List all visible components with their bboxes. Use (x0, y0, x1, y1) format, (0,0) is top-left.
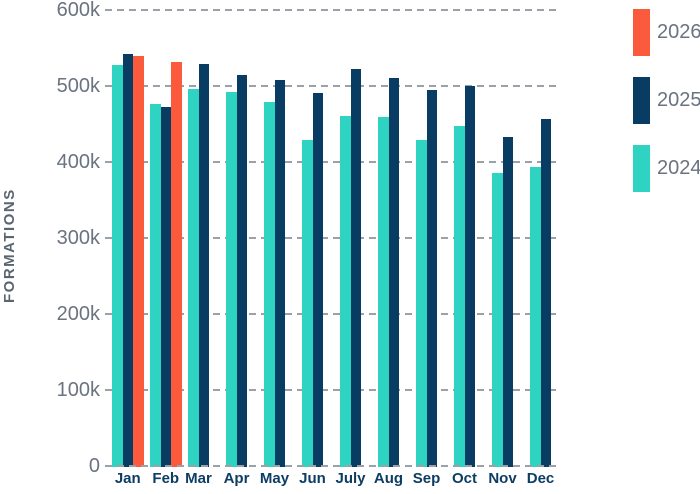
bar-2024-oct[interactable] (454, 125, 465, 467)
legend: 2026 2025 2024 (633, 9, 700, 213)
bar-2024-dec[interactable] (530, 167, 541, 467)
bar-2024-apr[interactable] (226, 92, 237, 467)
x-tick-label-dec: Dec (526, 470, 555, 487)
y-tick-label-600k: 600k (56, 0, 100, 21)
gridline-600k (105, 9, 561, 11)
x-tick-label-aug: Aug (373, 470, 404, 487)
bar-2025-feb[interactable] (160, 107, 171, 467)
legend-item-2025[interactable]: 2025 (633, 77, 700, 124)
bar-2024-aug[interactable] (378, 117, 389, 467)
bar-2025-sep[interactable] (426, 89, 437, 467)
x-tick-label-feb: Feb (152, 470, 180, 487)
legend-swatch-2024 (633, 145, 650, 192)
bar-2025-jan[interactable] (122, 54, 133, 467)
legend-label-2025: 2025 (657, 89, 700, 111)
x-tick-label-july: July (335, 470, 366, 487)
bar-2025-aug[interactable] (388, 78, 399, 467)
bar-2024-feb[interactable] (150, 104, 161, 467)
gridline-0 (105, 465, 561, 467)
y-tick-label-300k: 300k (56, 227, 100, 249)
gridline-500k (105, 85, 561, 87)
bar-2025-apr[interactable] (236, 75, 247, 467)
bar-2025-dec[interactable] (540, 118, 551, 467)
bar-2025-nov[interactable] (502, 136, 513, 467)
legend-swatch-2026 (633, 9, 650, 56)
bar-2024-may[interactable] (264, 101, 275, 467)
bar-2024-july[interactable] (340, 116, 351, 467)
x-tick-label-apr: Apr (223, 470, 250, 487)
y-tick-label-400k: 400k (56, 151, 100, 173)
bar-2025-oct[interactable] (464, 86, 475, 467)
bar-2024-jun[interactable] (302, 139, 313, 467)
x-tick-label-oct: Oct (451, 470, 477, 487)
x-tick-label-jan: Jan (114, 470, 141, 487)
gridline-400k (105, 161, 561, 163)
x-tick-label-may: May (259, 470, 290, 487)
y-tick-label-0: 0 (88, 455, 100, 477)
y-tick-label-100k: 100k (56, 379, 100, 401)
gridline-300k (105, 237, 561, 239)
x-tick-label-mar: Mar (185, 470, 212, 487)
y-tick-label-200k: 200k (56, 303, 100, 325)
bar-2026-jan[interactable] (133, 56, 144, 467)
bar-2024-sep[interactable] (416, 139, 427, 467)
bar-2024-mar[interactable] (188, 89, 199, 467)
legend-item-2024[interactable]: 2024 (633, 145, 700, 192)
x-tick-label-nov: Nov (488, 470, 517, 487)
x-tick-label-jun: Jun (299, 470, 326, 487)
bar-2024-jan[interactable] (112, 65, 123, 467)
legend-label-2024: 2024 (657, 157, 700, 179)
gridline-200k (105, 313, 561, 315)
legend-label-2026: 2026 (657, 21, 700, 43)
legend-swatch-2025 (633, 77, 650, 124)
x-tick-label-sep: Sep (412, 470, 441, 487)
gridline-100k (105, 389, 561, 391)
bar-2025-jun[interactable] (312, 92, 323, 467)
legend-item-2026[interactable]: 2026 (633, 9, 700, 56)
bar-2025-mar[interactable] (198, 63, 209, 467)
bar-2025-may[interactable] (274, 79, 285, 467)
bar-2026-feb[interactable] (171, 61, 182, 467)
bar-2025-july[interactable] (350, 69, 361, 467)
y-tick-label-500k: 500k (56, 75, 100, 97)
bar-2024-nov[interactable] (492, 173, 503, 467)
